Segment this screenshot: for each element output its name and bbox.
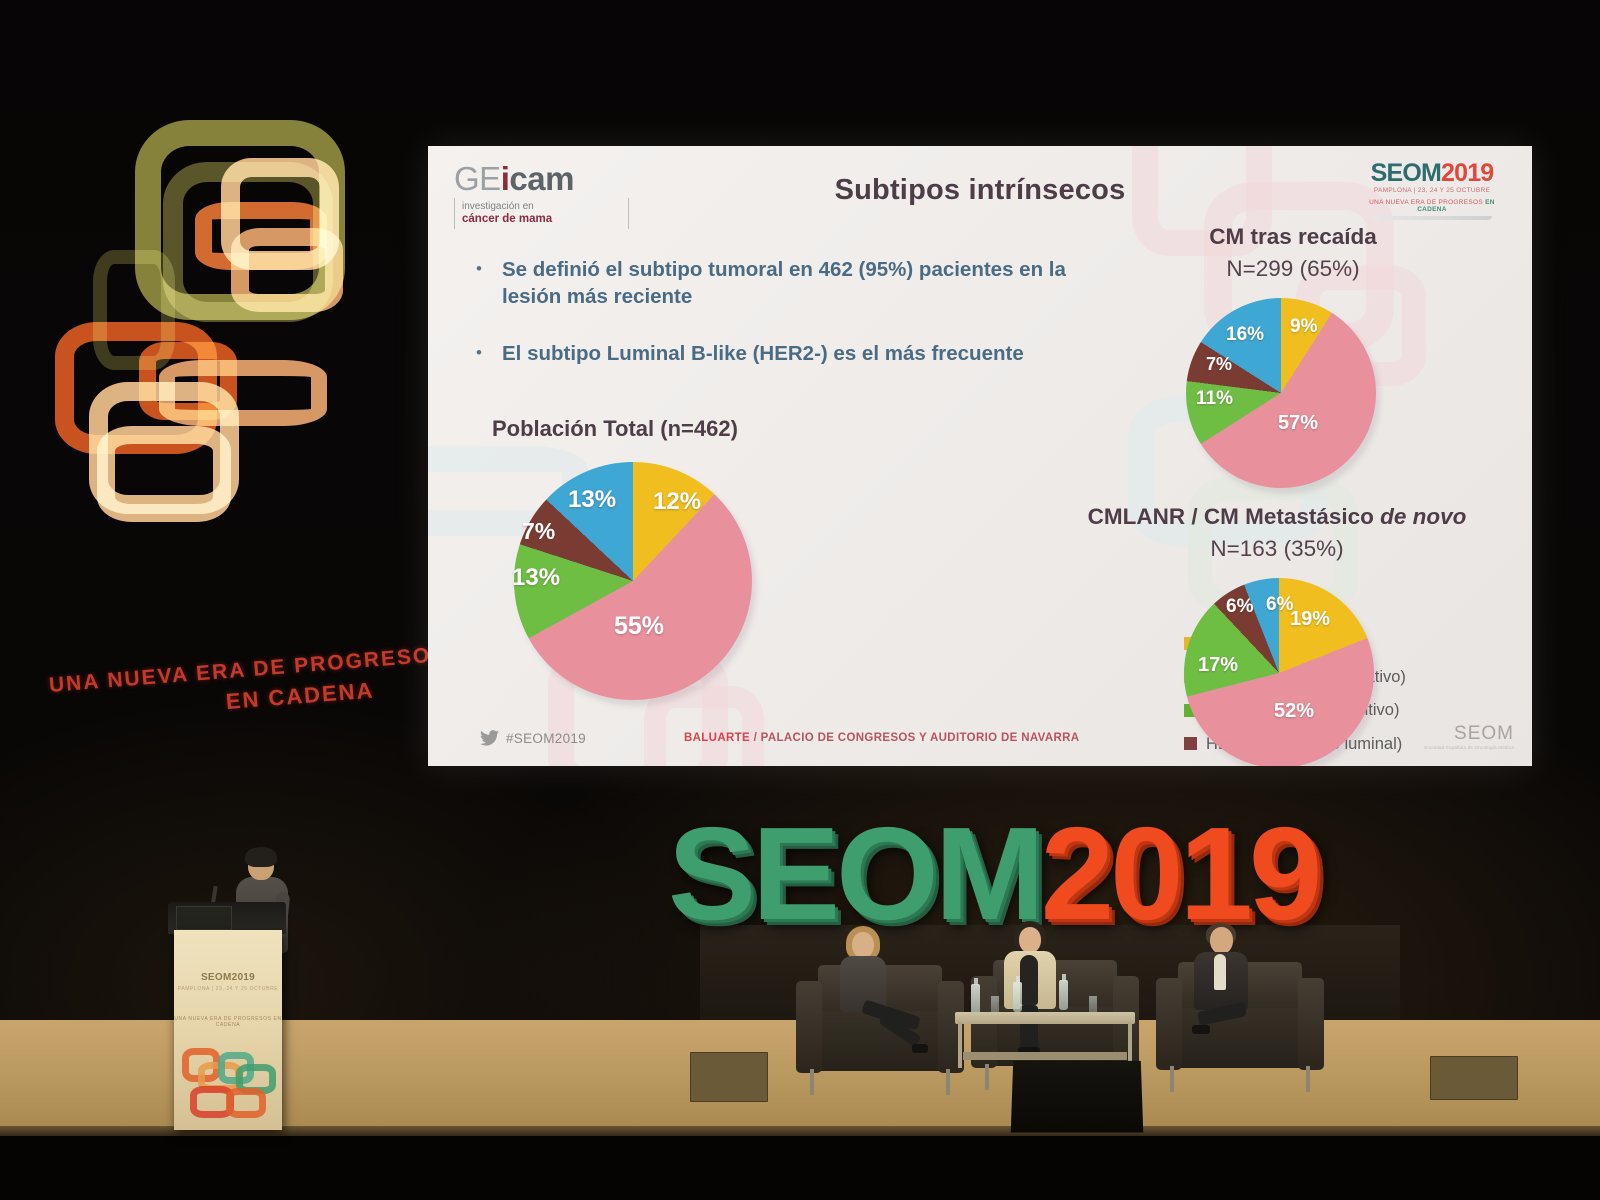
chart-title-cmlanr: CMLANR / CM Metastásico de novo: [1042, 504, 1512, 530]
seom-logo-tagline-green: EN CADENA: [1417, 199, 1495, 213]
geicam-wordmark: GEicam: [454, 162, 629, 196]
seom-footer-subtext: Sociedad Española de Oncología Médica: [1424, 745, 1514, 750]
slide-title: Subtipos intrínsecos: [834, 174, 1126, 206]
stage-seom2019-logo: SEOM2019: [668, 808, 1408, 948]
stage-monitor-speaker: [1010, 1060, 1144, 1133]
podium-brand-text: SEOM2019: [200, 972, 256, 983]
podium-group: SEOM2019 PAMPLONA | 23, 24 Y 25 OCTUBRE …: [160, 840, 330, 1130]
seom-logo-name: SEOM: [1370, 159, 1442, 187]
pie-label-lumb-pos: 11%: [1196, 388, 1233, 409]
bullet-item: • El subtipo Luminal B-like (HER2-) es e…: [476, 340, 1116, 367]
geicam-subtitle: investigación en cáncer de mama: [454, 198, 629, 229]
chart-subtitle-cm-tras-recaida: N=299 (65%): [1226, 256, 1360, 281]
geicam-ge: GE: [454, 160, 501, 197]
pie-label-triple-neg: 16%: [1226, 324, 1265, 345]
pie-chart-cm-tras-recaida: [1186, 298, 1376, 488]
bullet-item: • Se definió el subtipo tumoral en 462 (…: [476, 256, 1116, 310]
bullet-list: • Se definió el subtipo tumoral en 462 (…: [476, 256, 1116, 397]
drinking-glass: [991, 996, 999, 1012]
pie-label-her2-pos: 7%: [522, 518, 556, 544]
pie-label-lumb-pos: 13%: [512, 564, 561, 591]
pie-label-lumb-neg: 55%: [614, 612, 665, 640]
venue-name-bold: BALUARTE: [684, 732, 751, 744]
chain-link-stage-art: [35, 110, 435, 750]
lectern-confidence-monitor: [176, 906, 232, 930]
twitter-handle-text: #SEOM2019: [506, 730, 586, 746]
geicam-subtitle-line2: cáncer de mama: [462, 213, 553, 225]
pie-label-luma: 9%: [1290, 316, 1318, 337]
legend-swatch-her2-pos: [1184, 737, 1197, 750]
podium-brand-subtext: PAMPLONA | 23, 24 Y 25 OCTUBRE: [177, 986, 279, 992]
podium-tagline-text: UNA NUEVA ERA DE PROGRESOS EN CADENA: [174, 1016, 282, 1028]
chart-title-cmlanr-plain: CMLANR / CM Metastásico: [1087, 504, 1381, 529]
lectern-panel: SEOM2019 PAMPLONA | 23, 24 Y 25 OCTUBRE …: [174, 930, 282, 1130]
pie-label-luma: 12%: [653, 488, 702, 515]
twitter-handle-group: #SEOM2019: [480, 730, 586, 746]
seom2019-slide-logo: SEOM2019 PAMPLONA | 23, 24 Y 25 OCTUBRE …: [1356, 160, 1508, 220]
geicam-cam: cam: [509, 160, 574, 197]
geicam-logo: GEicam investigación en cáncer de mama: [454, 162, 629, 229]
stage-floor-edge: [0, 1126, 1600, 1138]
pie-label-her2-pos: 6%: [1226, 596, 1254, 617]
pie-label-triple-neg: 6%: [1266, 594, 1294, 615]
pie-label-triple-neg: 13%: [568, 486, 617, 513]
geicam-subtitle-line1: investigación en: [462, 201, 534, 212]
seom-logo-year: 2019: [1441, 159, 1494, 187]
pie-label-her2-pos: 7%: [1206, 354, 1233, 374]
venue-name-rest: / PALACIO DE CONGRESOS Y AUDITORIO DE NA…: [750, 732, 1080, 744]
venue-line: BALUARTE / PALACIO DE CONGRESOS Y AUDITO…: [684, 732, 1079, 744]
seom-logo-tagline-red: UNA NUEVA ERA DE PROGRESOS: [1369, 199, 1484, 206]
bullet-text: Se definió el subtipo tumoral en 462 (95…: [502, 258, 1066, 308]
stage-logo-year-text: 2019: [1040, 800, 1323, 947]
bullet-text: El subtipo Luminal B-like (HER2-) es el …: [502, 342, 1024, 365]
floor-vent-left: [690, 1052, 768, 1102]
slide-footer: #SEOM2019 BALUARTE / PALACIO DE CONGRESO…: [428, 728, 1532, 752]
seom-footer-mark: SEOM Sociedad Española de Oncología Médi…: [1424, 723, 1514, 750]
water-bottle: [971, 978, 980, 1014]
projected-slide: GEicam investigación en cáncer de mama S…: [428, 146, 1532, 766]
bullet-marker-icon: •: [476, 343, 482, 362]
chart-subtitle-cmlanr: N=163 (35%): [1210, 536, 1344, 561]
twitter-bird-icon: [480, 730, 499, 746]
bullet-marker-icon: •: [476, 259, 482, 278]
pie-label-luma: 19%: [1290, 608, 1331, 630]
water-bottle: [1059, 974, 1068, 1010]
pie-label-lumb-pos: 17%: [1198, 654, 1239, 676]
armchair-left: [796, 965, 964, 1097]
seom-logo-wordmark: SEOM2019: [1356, 160, 1508, 186]
water-bottle: [1013, 976, 1022, 1012]
panelist-right: [1192, 923, 1282, 1065]
seom-footer-wordmark: SEOM: [1454, 723, 1514, 744]
orchestra-pit: [0, 1136, 1600, 1200]
geicam-i: i: [500, 160, 510, 197]
seom-logo-swoosh: [1372, 216, 1492, 220]
pie-chart-poblacion-total: [514, 462, 752, 700]
seom-logo-tagline: UNA NUEVA ERA DE PROGRESOS EN CADENA: [1356, 199, 1508, 213]
drinking-glass: [1089, 996, 1097, 1012]
pie-label-lumb-neg: 52%: [1274, 700, 1315, 722]
chart-title-poblacion-total: Población Total (n=462): [492, 416, 738, 441]
seom-logo-dates: PAMPLONA | 23, 24 Y 25 OCTUBRE: [1373, 187, 1491, 194]
coffee-table: [955, 974, 1135, 1074]
floor-vent-right: [1430, 1056, 1518, 1100]
pie-label-lumb-neg: 57%: [1278, 412, 1319, 434]
chart-title-cmlanr-italic: de novo: [1380, 504, 1467, 529]
stage-logo-seom-text: SEOM: [668, 800, 1045, 947]
chart-title-cm-tras-recaida: CM tras recaída: [1209, 224, 1377, 249]
pie-chart-cmlanr: [1184, 578, 1374, 766]
panelist-left: [832, 926, 928, 1068]
